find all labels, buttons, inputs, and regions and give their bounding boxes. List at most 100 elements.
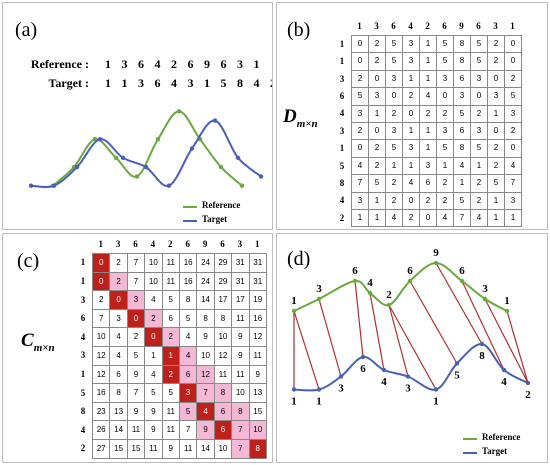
matrix-cell: 3	[402, 52, 420, 71]
matrix-cell: 0	[504, 52, 522, 71]
target-value: 1	[121, 76, 128, 90]
row-header: 4	[80, 424, 86, 435]
matrix-cell: 2	[487, 52, 505, 71]
matrix-cell: 9	[126, 364, 146, 385]
matrix-cell: 13	[248, 383, 267, 403]
matrix-cell: 9	[196, 327, 215, 347]
reference-point	[504, 308, 510, 314]
reference-value-label: 3	[316, 283, 322, 295]
matrix-cell: 2	[161, 327, 180, 347]
row-header: 1	[80, 368, 86, 379]
target-value-label: 6	[360, 363, 366, 375]
matrix-cell: 14	[196, 438, 215, 459]
matrix-cell: 0	[368, 122, 386, 141]
column-header: 6	[476, 21, 481, 31]
matrix-cell: 29	[213, 271, 233, 292]
matrix-cell: 3	[385, 69, 403, 89]
column-header: 6	[391, 21, 396, 31]
column-header: 3	[237, 239, 243, 249]
target-point	[405, 374, 411, 379]
row-header: 1	[339, 56, 345, 67]
matrix-cell: 8	[196, 308, 215, 329]
matrix-cell: 3	[436, 69, 454, 89]
matrix-cell: 16	[178, 271, 198, 292]
matrix-cell: 0	[419, 209, 437, 228]
reference-value-label: 6	[459, 265, 465, 277]
legend-swatch	[183, 220, 197, 222]
matrix-cell: 2	[368, 34, 386, 54]
matrix-cell: 0	[504, 34, 522, 54]
alignment-link	[484, 298, 529, 384]
panel-d-label: (d)	[287, 248, 311, 270]
target-value: 1	[105, 76, 111, 90]
alignment-link	[293, 310, 320, 390]
matrix-cell: 2	[487, 139, 505, 158]
matrix-cell: 9	[231, 345, 250, 366]
warping-path-cell: 1	[161, 345, 180, 366]
matrix-cell: 4	[504, 156, 522, 176]
column-header: 9	[459, 21, 464, 31]
matrix-cell: 2	[504, 69, 522, 89]
panel-a-label: (a)	[15, 19, 38, 41]
matrix-cell: 5	[161, 383, 180, 403]
target-value-label: 1	[291, 396, 297, 408]
matrix-cell: 2	[368, 139, 386, 158]
matrix-cell: 1	[368, 191, 386, 211]
matrix-cell: 2	[126, 327, 146, 347]
matrix-cell: 3	[453, 87, 471, 106]
reference-value: 6	[220, 57, 227, 71]
matrix-cell: 10	[213, 438, 233, 459]
column-header: 3	[493, 21, 498, 31]
row-header: 3	[80, 350, 86, 361]
matrix-cell: 12	[91, 364, 111, 385]
target-curve	[293, 342, 529, 392]
panel-b-label: (b)	[287, 19, 311, 41]
matrix-cell: 11	[161, 420, 180, 440]
matrix-cell: 1	[402, 122, 420, 141]
target-value-label: 8	[479, 350, 485, 362]
warping-path-cell: 2	[161, 364, 180, 385]
matrix-cell: 4	[178, 327, 198, 347]
matrix-cell: 9	[161, 438, 180, 459]
panel-c-label: (c)	[17, 250, 40, 272]
column-header: 1	[510, 21, 515, 31]
reference-point	[239, 183, 245, 188]
target-point	[381, 367, 387, 373]
reference-point	[433, 260, 439, 266]
matrix-cell: 7	[453, 209, 471, 228]
matrix-cell: 10	[213, 327, 233, 347]
matrix-cell: 7	[126, 253, 146, 273]
reference-point	[316, 296, 322, 302]
matrix-cell: 11	[161, 253, 180, 273]
matrix-cell: 11	[161, 401, 180, 422]
column-header: 3	[115, 239, 121, 249]
matrix-cell: 1	[368, 209, 386, 228]
matrix-cell: 1	[419, 34, 437, 54]
matrix-cell: 1	[487, 191, 505, 211]
matrix-cell: 2	[402, 209, 420, 228]
matrix-cell: 6	[453, 69, 471, 89]
matrix-cell: 5	[351, 87, 369, 106]
symbol-subscript: m×n	[33, 341, 55, 354]
matrix-cell: 1	[351, 209, 369, 228]
matrix-cell: 4	[109, 345, 128, 366]
matrix-cell: 10	[248, 420, 267, 440]
row-header: 3	[80, 294, 86, 305]
matrix-cell: 2	[91, 290, 111, 310]
row-header: 3	[339, 73, 345, 84]
target-value: 4	[253, 76, 260, 90]
reference-point	[155, 137, 161, 142]
matrix-cell: 31	[248, 253, 267, 273]
matrix-cell: 4	[144, 290, 163, 310]
matrix-cell: 17	[231, 290, 250, 310]
reference-value: 6	[138, 57, 144, 71]
target-value-label: 4	[501, 376, 507, 388]
alignment-link	[435, 262, 483, 345]
matrix-cell: 1	[419, 139, 437, 158]
matrix-cell: 0	[402, 104, 420, 124]
matrix-cell: 1	[487, 209, 505, 228]
matrix-cell: 31	[248, 271, 267, 292]
